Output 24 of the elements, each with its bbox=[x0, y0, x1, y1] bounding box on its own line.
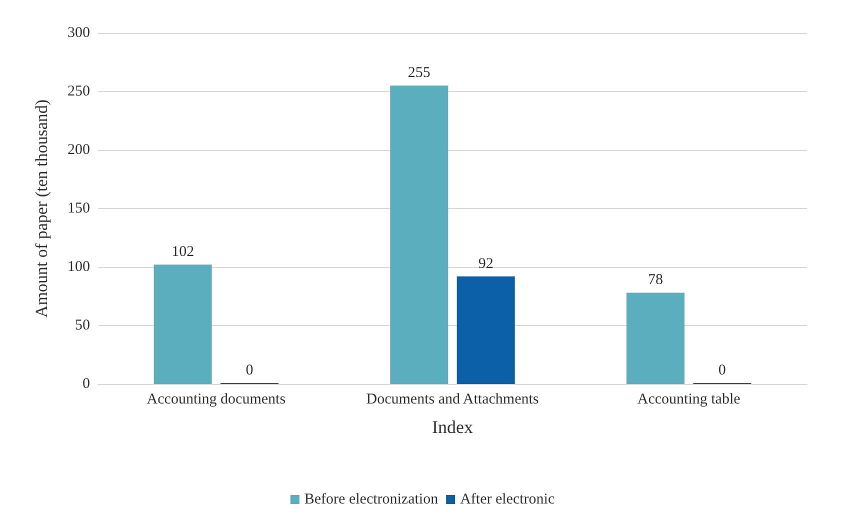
data-label: 102 bbox=[172, 244, 194, 260]
y-axis-title: Amount of paper (ten thousand) bbox=[32, 99, 51, 318]
x-tick-label: Accounting table bbox=[637, 392, 741, 408]
data-label: 92 bbox=[478, 256, 494, 272]
bar bbox=[154, 264, 212, 384]
y-tick-label: 150 bbox=[68, 200, 90, 216]
x-tick-label: Accounting documents bbox=[146, 392, 286, 408]
y-tick-label: 300 bbox=[68, 25, 90, 41]
y-tick-label: 250 bbox=[68, 84, 90, 100]
x-axis-title: Index bbox=[432, 417, 473, 437]
y-tick-label: 0 bbox=[82, 376, 90, 392]
bar bbox=[626, 292, 684, 384]
y-tick-label: 100 bbox=[68, 259, 90, 275]
data-label: 0 bbox=[718, 362, 726, 378]
data-label: 255 bbox=[408, 65, 430, 82]
y-tick-label: 200 bbox=[68, 142, 90, 158]
data-label: 78 bbox=[648, 272, 663, 288]
legend-label: After electronic bbox=[460, 492, 555, 508]
data-label: 0 bbox=[246, 362, 254, 378]
x-tick-label: Documents and Attachments bbox=[366, 392, 539, 408]
bar bbox=[456, 276, 515, 384]
legend-label: Before electronization bbox=[304, 492, 439, 508]
bar bbox=[390, 86, 448, 384]
y-tick-label: 50 bbox=[75, 318, 90, 334]
